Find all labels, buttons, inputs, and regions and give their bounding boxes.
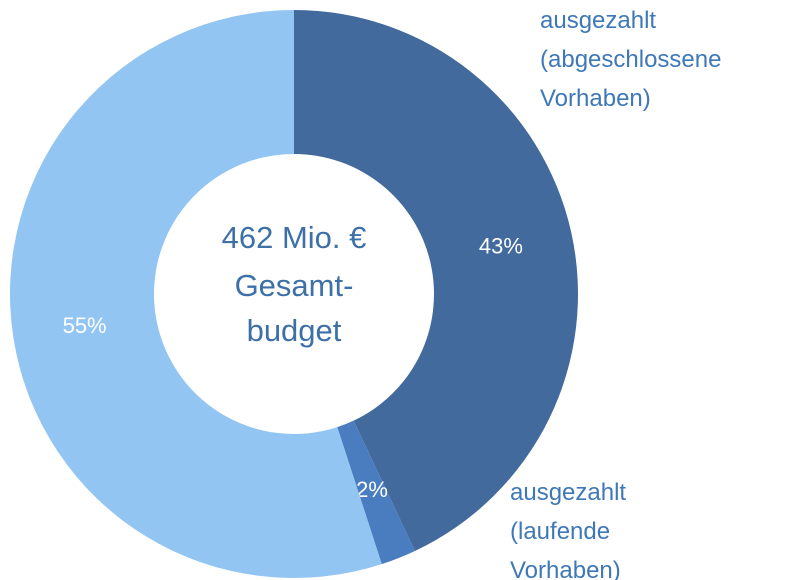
category-label-line: Vorhaben) xyxy=(510,557,621,580)
category-label-line: ausgezahlt xyxy=(510,479,626,506)
value-label: 55% xyxy=(63,313,107,338)
center-text: 462 Mio. € xyxy=(222,220,367,255)
category-label: ausgezahlt (laufende Vorhaben) xyxy=(510,479,626,580)
value-label: 43% xyxy=(479,234,523,259)
value-label: 2% xyxy=(356,477,388,502)
category-label-line: (laufende xyxy=(510,518,610,545)
center-text: Gesamt- xyxy=(235,268,354,303)
category-label-line: ausgezahlt xyxy=(540,7,656,34)
center-text: budget xyxy=(247,313,342,348)
category-label-line: Vorhaben) xyxy=(540,85,651,112)
category-label-line: (abgeschlossene xyxy=(540,46,721,73)
donut-segment xyxy=(9,10,382,579)
donut-segment xyxy=(337,420,415,565)
category-label: ausgezahlt (abgeschlossene Vorhaben) xyxy=(540,7,721,112)
donut-segment xyxy=(294,10,578,551)
